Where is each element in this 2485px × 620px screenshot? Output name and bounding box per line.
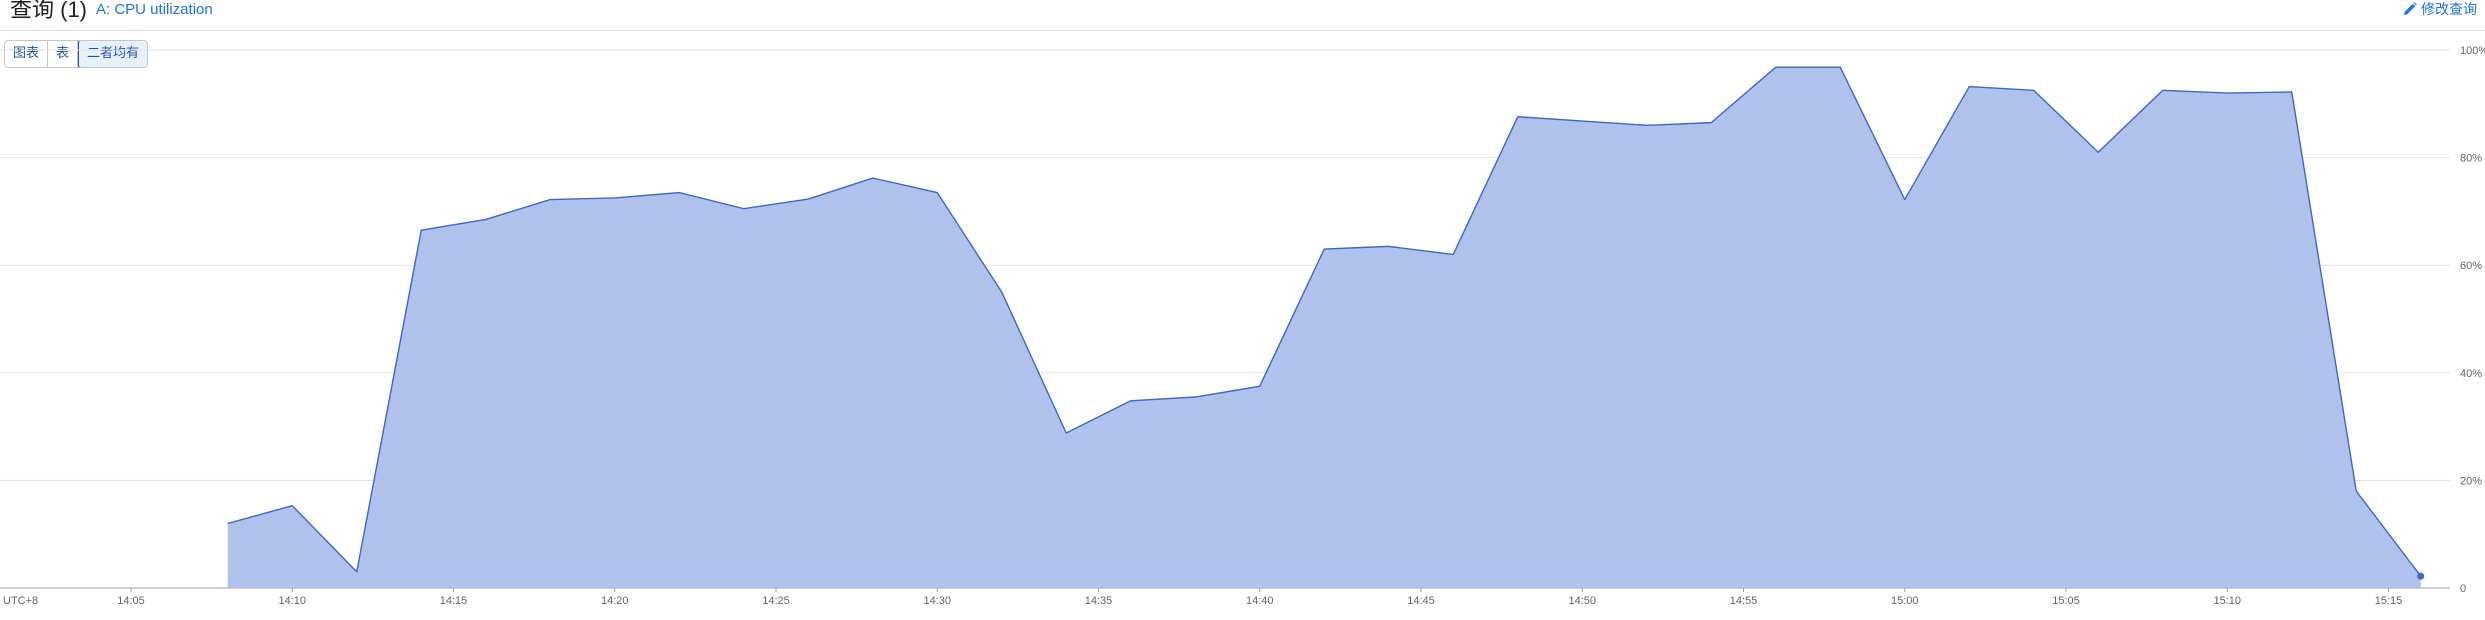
- data-point[interactable]: [290, 504, 294, 508]
- data-point[interactable]: [613, 196, 617, 200]
- data-point[interactable]: [1000, 290, 1004, 294]
- x-tick-label: 14:15: [440, 595, 468, 607]
- data-point[interactable]: [2032, 88, 2036, 92]
- data-point[interactable]: [1193, 395, 1197, 399]
- x-tick-label: 14:10: [278, 595, 306, 607]
- data-point[interactable]: [355, 570, 359, 574]
- edit-query-label: 修改查询: [2421, 1, 2477, 17]
- data-point[interactable]: [677, 191, 681, 195]
- data-point[interactable]: [1322, 247, 1326, 251]
- data-point[interactable]: [806, 197, 810, 201]
- data-point[interactable]: [1387, 244, 1391, 248]
- edit-query-button[interactable]: 修改查询: [2403, 0, 2477, 18]
- data-point[interactable]: [1129, 399, 1133, 403]
- data-point[interactable]: [1709, 121, 1713, 125]
- data-point[interactable]: [2096, 150, 2100, 154]
- data-point[interactable]: [1967, 85, 1971, 89]
- data-point[interactable]: [2290, 90, 2294, 94]
- data-point[interactable]: [871, 176, 875, 180]
- x-tick-label: 15:15: [2375, 595, 2403, 607]
- series-area-0: [227, 67, 2421, 588]
- data-point[interactable]: [419, 228, 423, 232]
- query-series-link[interactable]: A: CPU utilization: [96, 1, 213, 18]
- x-tick-label: 15:00: [1891, 595, 1919, 607]
- data-point[interactable]: [2161, 88, 2165, 92]
- y-tick-label: 100%: [2460, 45, 2485, 57]
- data-point[interactable]: [1064, 431, 1068, 435]
- x-tick-label: 14:20: [601, 595, 629, 607]
- data-point[interactable]: [1645, 123, 1649, 127]
- data-point[interactable]: [226, 521, 230, 525]
- y-tick-label: 40%: [2460, 368, 2482, 380]
- y-tick-label: 80%: [2460, 153, 2482, 165]
- query-title: 查询 (1): [10, 0, 88, 22]
- data-point[interactable]: [935, 191, 939, 195]
- x-tick-label: 14:40: [1246, 595, 1274, 607]
- y-tick-label: 20%: [2460, 475, 2482, 487]
- view-toggle: 图表 表 二者均有: [4, 40, 149, 68]
- data-point[interactable]: [1516, 115, 1520, 119]
- data-point[interactable]: [1838, 65, 1842, 69]
- y-tick-label: 0: [2460, 583, 2466, 595]
- x-tick-label: 14:55: [1730, 595, 1758, 607]
- data-point[interactable]: [484, 217, 488, 221]
- toggle-both-button[interactable]: 二者均有: [78, 41, 148, 67]
- x-tick-label: 14:25: [762, 595, 790, 607]
- data-point[interactable]: [2354, 489, 2358, 493]
- data-point[interactable]: [1580, 119, 1584, 123]
- data-point[interactable]: [742, 207, 746, 211]
- x-tick-label: 14:05: [117, 595, 145, 607]
- toggle-table-button[interactable]: 表: [48, 41, 79, 67]
- x-tick-label: 14:30: [923, 595, 951, 607]
- timezone-label: UTC+8: [3, 595, 38, 607]
- series-line-0: [227, 66, 2422, 577]
- y-tick-label: 60%: [2460, 260, 2482, 272]
- data-point[interactable]: [1451, 252, 1455, 256]
- data-point[interactable]: [1258, 384, 1262, 388]
- x-tick-label: 15:05: [2052, 595, 2080, 607]
- data-point[interactable]: [548, 198, 552, 202]
- query-header: 查询 (1) A: CPU utilization 修改查询: [0, 0, 2485, 31]
- last-point-marker[interactable]: [2417, 572, 2425, 580]
- data-point[interactable]: [2225, 91, 2229, 95]
- pencil-icon: [2403, 2, 2417, 16]
- x-tick-label: 14:45: [1407, 595, 1435, 607]
- data-point[interactable]: [1903, 198, 1907, 202]
- data-point[interactable]: [1774, 65, 1778, 69]
- x-tick-label: 14:35: [1085, 595, 1113, 607]
- x-tick-label: 14:50: [1568, 595, 1596, 607]
- toggle-chart-button[interactable]: 图表: [5, 41, 49, 67]
- x-tick-label: 15:10: [2213, 595, 2241, 607]
